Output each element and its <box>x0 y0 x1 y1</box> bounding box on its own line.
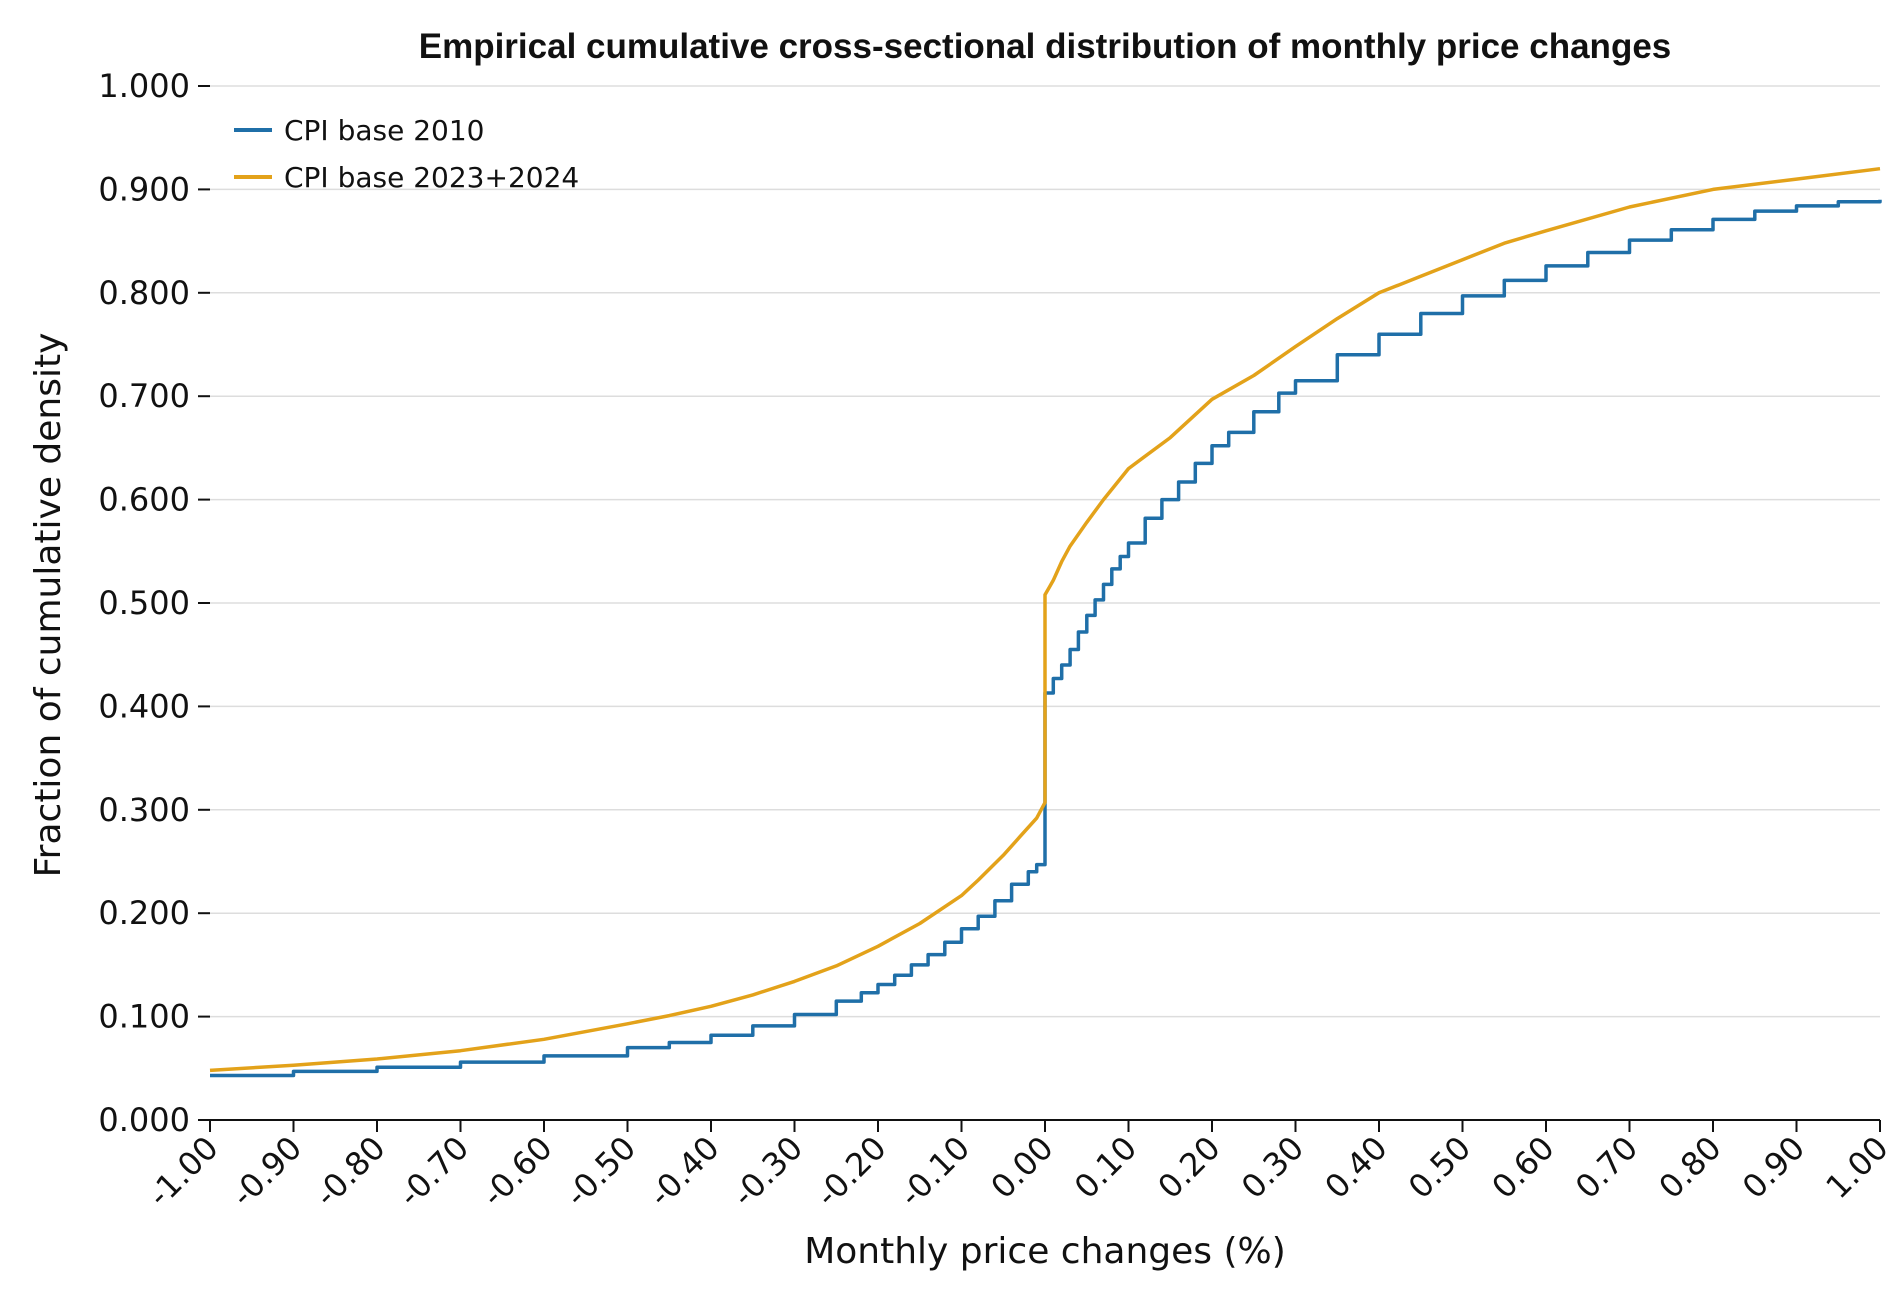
y-tick-label: 0.600 <box>98 481 190 519</box>
y-axis-label: Fraction of cumulative density <box>28 333 69 878</box>
legend-label: CPI base 2010 <box>284 114 485 147</box>
y-tick-label: 0.700 <box>98 377 190 415</box>
x-tick-label: 0.80 <box>1651 1129 1728 1206</box>
y-tick-label: 0.300 <box>98 791 190 829</box>
y-tick-label: 0.900 <box>98 170 190 208</box>
x-tick-label: 0.60 <box>1484 1129 1561 1206</box>
grid <box>210 85 1880 1018</box>
legend-label: CPI base 2023+2024 <box>284 161 579 194</box>
y-tick-label: 1.000 <box>98 67 190 105</box>
x-tick-label: 0.70 <box>1568 1129 1645 1206</box>
x-tick-label: -0.50 <box>558 1129 643 1214</box>
x-tick-label: 0.00 <box>983 1129 1060 1206</box>
series-line-1 <box>210 199 1882 1078</box>
series-line-2 <box>209 166 1881 1073</box>
series-group <box>209 166 1882 1078</box>
x-tick-label: 0.10 <box>1067 1129 1144 1206</box>
y-tick-label: 0.800 <box>98 274 190 312</box>
x-tick-label: -0.40 <box>641 1129 726 1214</box>
y-tick-label: 0.500 <box>98 584 190 622</box>
x-axis-label: Monthly price changes (%) <box>804 1231 1286 1272</box>
y-tick-label: 0.400 <box>98 687 190 725</box>
x-tick-label: 0.50 <box>1401 1129 1478 1206</box>
y-tick-label: 0.000 <box>98 1101 190 1139</box>
axes: 0.0000.1000.2000.3000.4000.5000.6000.700… <box>98 67 1895 1214</box>
x-tick-label: 0.90 <box>1735 1129 1812 1206</box>
x-tick-label: -0.60 <box>474 1129 559 1214</box>
legend: CPI base 2010 CPI base 2023+2024 <box>234 114 579 194</box>
x-tick-label: -0.70 <box>391 1129 476 1214</box>
x-tick-label: -0.10 <box>892 1129 977 1214</box>
x-tick-label: 0.30 <box>1234 1129 1311 1206</box>
x-tick-label: 0.20 <box>1150 1129 1227 1206</box>
chart-title: Empirical cumulative cross-sectional dis… <box>419 27 1672 66</box>
x-tick-label: -0.80 <box>307 1129 392 1214</box>
x-tick-label: 1.00 <box>1818 1129 1895 1206</box>
y-tick-label: 0.200 <box>98 894 190 932</box>
x-tick-label: -1.00 <box>140 1129 225 1214</box>
x-tick-label: -0.90 <box>224 1129 309 1214</box>
x-tick-label: -0.30 <box>725 1129 810 1214</box>
x-tick-label: 0.40 <box>1317 1129 1394 1206</box>
y-tick-label: 0.100 <box>98 998 190 1036</box>
x-tick-label: -0.20 <box>808 1129 893 1214</box>
